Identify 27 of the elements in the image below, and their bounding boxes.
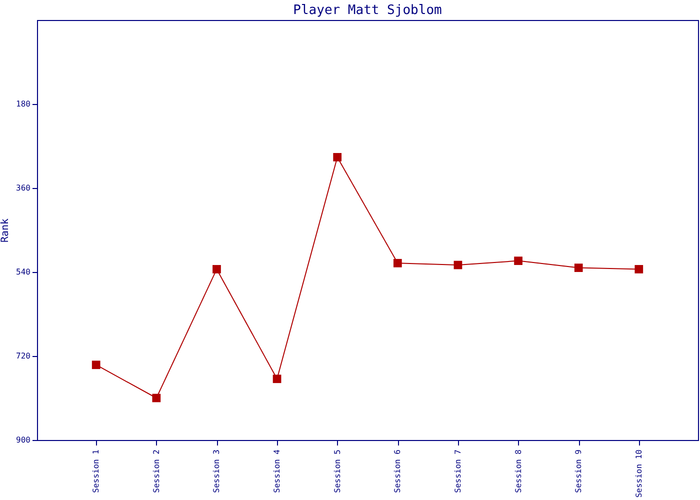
x-tick-label: Session 4 — [272, 449, 282, 493]
point — [272, 374, 282, 384]
point — [393, 258, 402, 268]
x-tick-label: Session 9 — [574, 449, 584, 493]
x-tick-label: Session 8 — [514, 449, 523, 493]
point — [333, 153, 342, 162]
point — [574, 264, 583, 272]
y-tick-label: 360 — [16, 184, 31, 192]
y-tick-label: 540 — [16, 268, 31, 276]
point — [92, 360, 100, 370]
point — [454, 260, 462, 270]
y-tick-label: 900 — [16, 436, 31, 444]
x-tick-label: Session 2 — [152, 449, 161, 493]
point — [152, 394, 161, 402]
x-tick-label: Session 7 — [453, 449, 462, 493]
x-tick-label: Session 1 — [92, 449, 101, 493]
chart-title: Player Matt Sjoblom — [293, 3, 442, 18]
x-tick-label: Session 10 — [634, 449, 644, 498]
y-axis-title: Rank — [0, 218, 12, 243]
point — [212, 265, 221, 274]
x-tick-label: Session 3 — [212, 449, 222, 493]
x-tick-label: Session 6 — [393, 449, 402, 493]
point — [514, 256, 522, 265]
x-tick-label: Session 5 — [332, 449, 342, 493]
point — [634, 265, 644, 274]
y-tick-label: 180 — [16, 100, 31, 108]
y-tick-label: 720 — [16, 352, 31, 360]
